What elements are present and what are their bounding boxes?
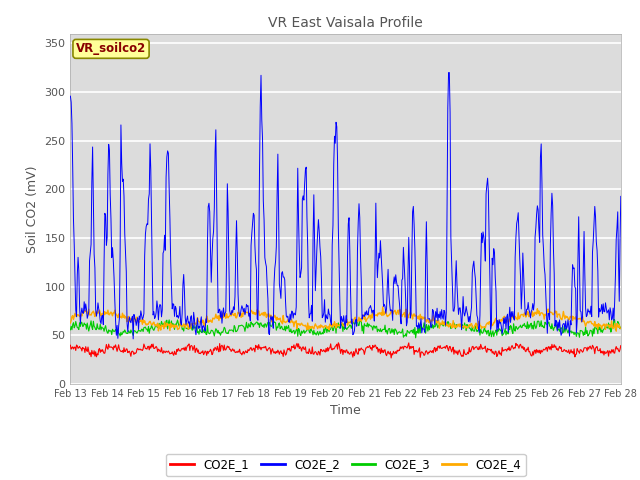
Legend: CO2E_1, CO2E_2, CO2E_3, CO2E_4: CO2E_1, CO2E_2, CO2E_3, CO2E_4: [166, 454, 525, 476]
Text: VR_soilco2: VR_soilco2: [76, 42, 146, 55]
X-axis label: Time: Time: [330, 405, 361, 418]
Title: VR East Vaisala Profile: VR East Vaisala Profile: [268, 16, 423, 30]
Y-axis label: Soil CO2 (mV): Soil CO2 (mV): [26, 165, 39, 252]
